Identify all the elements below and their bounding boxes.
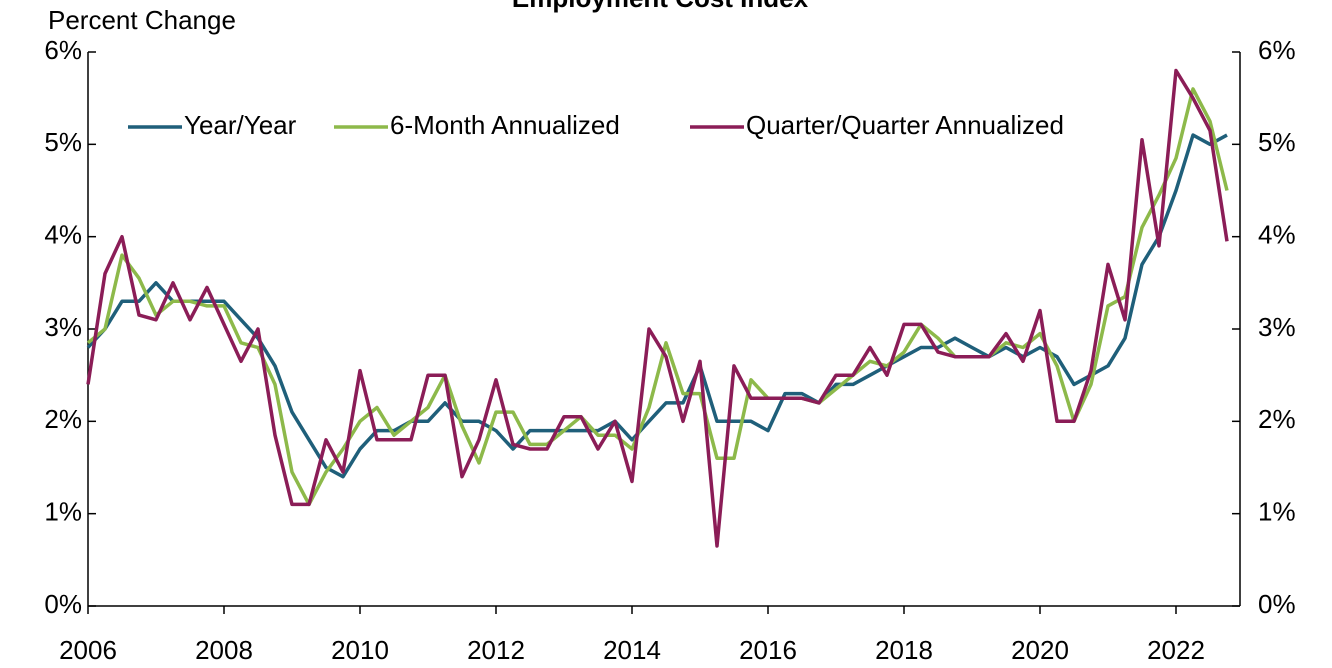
y2-tick-label: 6% <box>1258 35 1296 65</box>
legend-label: Year/Year <box>184 110 297 140</box>
y-tick-label: 0% <box>44 589 82 619</box>
y2-tick-label: 2% <box>1258 404 1296 434</box>
y-tick-label: 3% <box>44 312 82 342</box>
x-tick-label: 2020 <box>1011 635 1069 665</box>
legend-label: Quarter/Quarter Annualized <box>746 110 1064 140</box>
y-tick-label: 4% <box>44 220 82 250</box>
y2-tick-label: 3% <box>1258 312 1296 342</box>
x-tick-label: 2006 <box>59 635 117 665</box>
series-line <box>86 87 1229 507</box>
x-tick-label: 2008 <box>195 635 253 665</box>
y-tick-label: 5% <box>44 127 82 157</box>
y-axis-label: Percent Change <box>48 5 236 35</box>
series-line <box>86 68 1229 548</box>
series-line <box>86 133 1228 479</box>
y2-tick-label: 1% <box>1258 497 1296 527</box>
x-tick-label: 2018 <box>875 635 933 665</box>
x-tick-label: 2022 <box>1147 635 1205 665</box>
y2-tick-label: 5% <box>1258 127 1296 157</box>
x-tick-label: 2010 <box>331 635 389 665</box>
y2-tick-label: 0% <box>1258 589 1296 619</box>
y-tick-label: 6% <box>44 35 82 65</box>
y2-tick-label: 4% <box>1258 220 1296 250</box>
x-tick-label: 2012 <box>467 635 525 665</box>
y-tick-label: 1% <box>44 497 82 527</box>
chart-title: Employment Cost Index <box>512 0 809 13</box>
x-tick-label: 2016 <box>739 635 797 665</box>
legend-label: 6-Month Annualized <box>390 110 620 140</box>
y-tick-label: 2% <box>44 404 82 434</box>
x-tick-label: 2014 <box>603 635 661 665</box>
